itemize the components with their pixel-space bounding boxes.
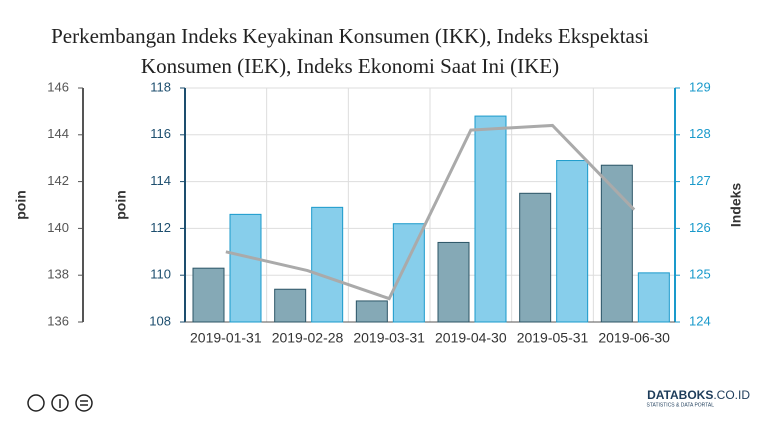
y2-tick-label: 128 [689,126,711,141]
bar [229,213,262,323]
bar [556,160,589,323]
brand-tagline: STATISTICS & DATA PORTAL [646,402,714,408]
y2-tick-label: 125 [689,267,711,282]
x-tick-label: 2019-06-30 [598,330,670,346]
x-tick-label: 2019-04-30 [435,330,507,346]
y-tick-label: 114 [150,173,171,188]
y3-tick-label: 138 [47,267,69,282]
bar [600,164,633,323]
bar [519,192,552,323]
brand-domain: .CO.ID [713,388,750,402]
bar [274,288,307,323]
y2-axis-label: Indeks [728,183,744,228]
y2-tick-label: 127 [689,173,711,188]
chart-title: Konsumen (IEK), Indeks Ekonomi Saat Ini … [141,54,559,78]
y-tick-label: 116 [150,126,171,141]
x-tick-label: 2019-02-28 [272,330,344,346]
brand-name: DATABOKS [647,388,713,402]
y2-tick-label: 126 [689,220,711,235]
bar [637,272,670,323]
y-tick-label: 112 [150,220,171,235]
bar [437,241,470,323]
y3-tick-label: 136 [47,313,69,328]
y3-tick-label: 142 [47,173,69,188]
y2-tick-label: 124 [689,313,711,328]
license-icons [27,394,93,412]
bar [192,267,225,323]
y-tick-label: 110 [150,267,171,282]
y2-tick-label: 129 [689,79,711,94]
brand: DATABOKS.CO.ID [647,388,750,402]
x-tick-label: 2019-01-31 [190,330,262,346]
bar [311,206,344,323]
x-tick-label: 2019-03-31 [353,330,425,346]
y-axis-label: poin [113,190,129,220]
chart-title: Perkembangan Indeks Keyakinan Konsumen (… [51,24,649,48]
y3-tick-label: 144 [47,126,69,141]
y3-tick-label: 146 [47,79,69,94]
bar [474,115,507,323]
y-tick-label: 118 [150,79,171,94]
y3-tick-label: 140 [47,220,69,235]
y-tick-label: 108 [149,313,171,328]
line [225,123,636,301]
bar [355,300,388,323]
x-tick-label: 2019-05-31 [517,330,589,346]
y3-axis-label: poin [13,190,29,220]
